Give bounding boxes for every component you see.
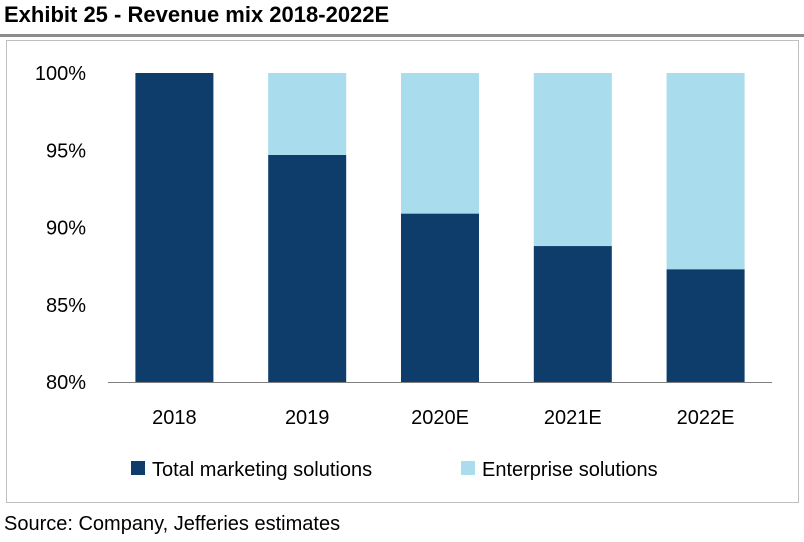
bar-enterprise xyxy=(533,73,612,247)
y-tick-label: 100% xyxy=(35,63,86,85)
bar-total-marketing xyxy=(533,246,612,382)
y-tick-label: 95% xyxy=(46,140,86,162)
bar-enterprise xyxy=(268,73,347,155)
title-rule xyxy=(0,34,804,37)
exhibit-title: Exhibit 25 - Revenue mix 2018-2022E xyxy=(4,2,390,27)
y-tick-label: 80% xyxy=(46,372,86,394)
legend-swatch xyxy=(461,461,475,475)
legend-label: Enterprise solutions xyxy=(482,459,658,481)
bar-total-marketing xyxy=(268,154,347,382)
bar-total-marketing xyxy=(135,73,214,382)
bar-total-marketing xyxy=(401,213,479,382)
legend-swatch xyxy=(131,461,145,475)
x-tick-label: 2021E xyxy=(544,407,602,429)
legend-label: Total marketing solutions xyxy=(152,459,372,481)
x-tick-label: 2020E xyxy=(411,407,469,429)
x-tick-label: 2022E xyxy=(677,407,735,429)
bar-total-marketing xyxy=(666,269,745,382)
y-tick-label: 90% xyxy=(46,218,86,240)
x-tick-label: 2019 xyxy=(285,407,330,429)
bar-enterprise xyxy=(401,73,479,214)
x-tick-label: 2018 xyxy=(152,407,197,429)
y-tick-label: 85% xyxy=(46,295,86,317)
source-note: Source: Company, Jefferies estimates xyxy=(4,513,341,535)
bar-enterprise xyxy=(666,73,745,270)
chart-frame xyxy=(6,40,799,503)
